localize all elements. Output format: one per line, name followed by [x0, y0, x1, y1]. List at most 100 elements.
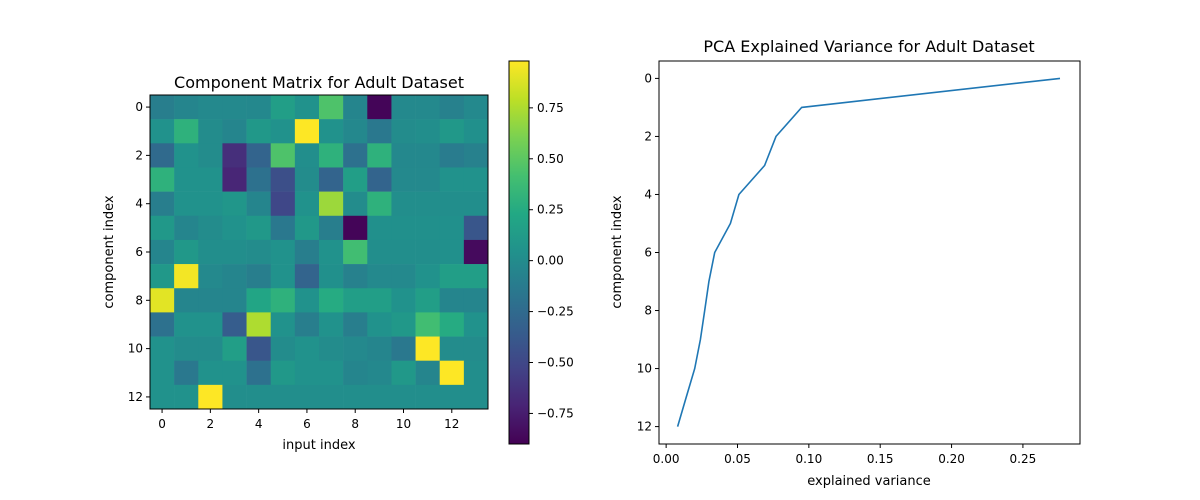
heatmap-cell	[391, 191, 416, 217]
heatmap-cell	[343, 191, 368, 217]
heatmap-cell	[367, 384, 392, 410]
heatmap-cell	[198, 143, 223, 168]
heatmap-cell	[439, 239, 465, 265]
heatmap-cell	[439, 360, 465, 386]
heatmap-cell	[391, 264, 416, 289]
colorbar-tick-label: −0.25	[537, 305, 574, 319]
heatmap-cell	[367, 336, 392, 361]
heatmap-y-tick-label: 0	[135, 100, 143, 114]
heatmap-cell	[439, 384, 465, 410]
heatmap-cell	[294, 119, 320, 144]
heatmap-cell	[174, 95, 199, 120]
heatmap-cell	[367, 288, 392, 313]
heatmap-x-tick-label: 8	[351, 417, 359, 431]
line-y-tick-label: 4	[644, 187, 652, 201]
line-y-tick-label: 2	[644, 129, 652, 143]
line-chart-panel: PCA Explained Variance for Adult Dataset…	[610, 37, 1081, 489]
heatmap-cell	[270, 312, 296, 337]
heatmap-cell	[463, 360, 489, 386]
line-x-tick-label: 0.05	[724, 452, 751, 466]
heatmap-cell	[198, 288, 223, 313]
heatmap-cell	[319, 143, 344, 168]
heatmap-cell	[270, 360, 296, 386]
heatmap-cell	[294, 264, 320, 289]
heatmap-cell	[319, 360, 344, 386]
heatmap-cell	[319, 191, 344, 217]
heatmap-cell	[270, 288, 296, 313]
heatmap-cell	[391, 288, 416, 313]
heatmap-cell	[367, 143, 392, 168]
heatmap-cell	[270, 215, 296, 241]
heatmap-cell	[319, 384, 344, 410]
heatmap-cell	[319, 336, 344, 361]
heatmap-x-tick-label: 12	[444, 417, 459, 431]
heatmap-cell	[439, 95, 465, 120]
heatmap-cell	[391, 215, 416, 241]
heatmap-cell	[391, 95, 416, 120]
heatmap-cell	[367, 239, 392, 265]
heatmap-cell	[439, 143, 465, 168]
line-chart-y-label: component index	[610, 195, 625, 309]
colorbar: −0.75 −0.50 −0.25 0.00 0.25 0.50 0.75	[508, 60, 574, 445]
heatmap-cell	[319, 167, 344, 192]
heatmap-cell	[174, 288, 199, 313]
heatmap-cell	[222, 239, 247, 265]
heatmap-cell	[415, 215, 441, 241]
heatmap-cell	[174, 336, 199, 361]
heatmap-cell	[150, 239, 175, 265]
heatmap-cell	[150, 312, 175, 337]
heatmap-cell	[222, 191, 247, 217]
heatmap-cell	[463, 191, 489, 217]
line-chart-title: PCA Explained Variance for Adult Dataset	[703, 37, 1034, 56]
heatmap-cell	[294, 384, 320, 410]
heatmap-cell	[343, 288, 368, 313]
line-y-tick-label: 10	[637, 362, 652, 376]
colorbar-tick-label: 0.00	[537, 254, 564, 268]
heatmap-cell	[174, 215, 199, 241]
heatmap-cell	[150, 336, 175, 361]
heatmap-cell	[270, 384, 296, 410]
heatmap-cell	[246, 312, 272, 337]
heatmap-y-tick-label: 2	[135, 148, 143, 162]
heatmap-cell	[391, 119, 416, 144]
heatmap-cell	[343, 215, 368, 241]
heatmap-cell	[439, 312, 465, 337]
heatmap-cell	[439, 191, 465, 217]
heatmap-cell	[367, 312, 392, 337]
heatmap-cell	[319, 239, 344, 265]
heatmap-x-label: input index	[282, 438, 355, 453]
heatmap-cell	[198, 119, 223, 144]
heatmap-cell	[150, 215, 175, 241]
heatmap-cell	[198, 336, 223, 361]
colorbar-tick-label: 0.75	[537, 101, 564, 115]
heatmap-cell	[343, 239, 368, 265]
colorbar-tick-label: 0.50	[537, 152, 564, 166]
heatmap-cell	[198, 264, 223, 289]
heatmap-y-tick-label: 12	[128, 390, 143, 404]
heatmap-cell	[415, 191, 441, 217]
heatmap-cell	[246, 143, 272, 168]
heatmap-cell	[391, 143, 416, 168]
heatmap-cell	[367, 264, 392, 289]
heatmap-cell	[294, 312, 320, 337]
heatmap-cell	[294, 215, 320, 241]
heatmap-cell	[463, 288, 489, 313]
heatmap-cell	[391, 336, 416, 361]
heatmap-cell	[319, 264, 344, 289]
colorbar-tick-label: 0.25	[537, 203, 564, 217]
heatmap-cell	[270, 119, 296, 144]
colorbar-tick-label: −0.75	[537, 406, 574, 420]
heatmap-cell	[222, 119, 247, 144]
heatmap-cell	[174, 143, 199, 168]
heatmap-cell	[415, 239, 441, 265]
heatmap-cell	[343, 384, 368, 410]
heatmap-cell	[319, 95, 344, 120]
heatmap-cell	[246, 191, 272, 217]
heatmap-x-ticks: 0 2 4 6 8 10 12	[158, 409, 459, 431]
heatmap-cell	[270, 264, 296, 289]
heatmap-cell	[367, 191, 392, 217]
line-x-tick-label: 0.25	[1010, 452, 1037, 466]
heatmap-cell	[246, 167, 272, 192]
heatmap-cell	[246, 288, 272, 313]
heatmap-cell	[367, 215, 392, 241]
